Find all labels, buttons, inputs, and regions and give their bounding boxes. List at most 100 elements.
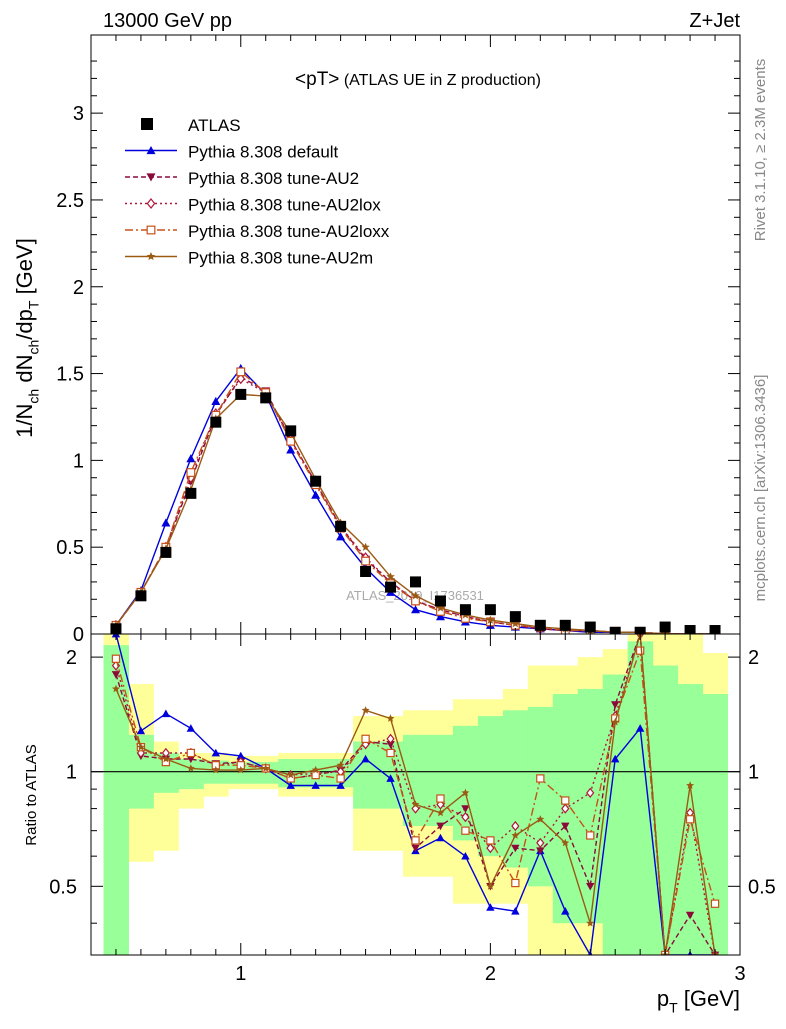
data-point — [610, 754, 620, 763]
y-tick-label: 0.5 — [56, 537, 84, 559]
atlas-data-point — [185, 487, 197, 499]
y-axis-label-sub: T — [26, 300, 42, 309]
y-axis-label-part: 1/ — [12, 419, 37, 438]
atlas-data-point — [410, 576, 421, 588]
atlas-data-point — [659, 621, 671, 633]
data-point — [685, 911, 695, 920]
legend-label: Pythia 8.308 tune-AU2lox — [188, 196, 381, 215]
atlas-data-point — [584, 621, 596, 633]
atlas-data-point — [559, 619, 571, 631]
data-point — [686, 781, 695, 789]
data-point — [411, 800, 420, 808]
data-point — [146, 198, 156, 209]
data-point — [611, 717, 620, 726]
atlas-data-point — [135, 590, 147, 602]
data-point — [136, 747, 146, 759]
data-point — [511, 907, 520, 915]
uncertainty-band-green-bin — [652, 665, 679, 955]
data-point — [436, 822, 445, 831]
legend-label: ATLAS — [188, 116, 241, 135]
atlas-data-point — [210, 416, 222, 428]
legend: ATLAS Pythia 8.308 default Pythia 8.308 tu… — [125, 116, 390, 268]
x-tick-label: 3 — [734, 963, 745, 985]
y-tick-label: 0.5 — [748, 876, 776, 898]
data-point — [486, 842, 495, 854]
data-point — [411, 844, 420, 853]
x-axis-label: pT​ [GeV] — [657, 986, 740, 1016]
y-axis-label-part: dN — [12, 355, 37, 383]
data-point — [436, 808, 445, 817]
header-left: 13000 GeV pp — [103, 10, 232, 32]
data-point — [511, 844, 520, 853]
y-axis-label-part: [GeV] — [12, 238, 37, 300]
data-point — [511, 831, 520, 839]
data-point — [361, 734, 370, 743]
uncertainty-band-green-bin — [702, 693, 729, 955]
x-axis-label-part: [GeV] — [678, 986, 740, 1011]
uncertainty-band-green-bin — [103, 645, 129, 955]
data-point — [311, 770, 320, 780]
data-point — [336, 774, 345, 783]
atlas-data-point — [534, 619, 546, 631]
data-point — [146, 225, 156, 235]
y-tick-label: 3 — [73, 103, 84, 125]
atlas-data-point — [385, 581, 397, 593]
data-point — [361, 754, 370, 763]
data-point — [436, 603, 445, 612]
data-point — [411, 836, 420, 845]
data-point — [536, 815, 545, 823]
data-point — [386, 740, 395, 749]
atlas-data-point — [260, 392, 272, 404]
legend-label: Pythia 8.308 tune-AU2loxx — [188, 222, 390, 241]
data-point — [136, 726, 146, 735]
atlas-data-point — [335, 520, 347, 532]
data-point — [161, 754, 170, 763]
data-point — [146, 252, 156, 261]
x-axis-label-part: p — [657, 986, 669, 1011]
data-point — [610, 701, 620, 709]
data-point — [461, 805, 470, 813]
atlas-data-point — [310, 475, 322, 487]
x-axis-label-sub: T — [669, 1000, 678, 1016]
data-point — [336, 761, 345, 769]
legend-marker — [141, 118, 153, 130]
data-point — [561, 796, 570, 805]
y-tick-label: 1 — [73, 450, 84, 472]
data-point — [461, 788, 470, 797]
data-point — [112, 684, 120, 693]
y-tick-label: 2.5 — [56, 190, 84, 212]
uncertainty-band-green-bin — [627, 641, 654, 955]
data-point — [386, 748, 395, 758]
header-right: Z+Jet — [689, 10, 740, 32]
data-point — [286, 445, 296, 454]
y-tick-label: 0 — [73, 624, 84, 646]
data-point — [211, 748, 221, 757]
atlas-data-point — [434, 595, 446, 607]
data-point — [361, 542, 370, 551]
data-point — [361, 706, 370, 714]
data-point — [486, 903, 495, 911]
data-point — [186, 764, 195, 772]
data-point — [361, 556, 371, 566]
series-pythia-8-308-tune-au2m — [112, 634, 719, 955]
ratio-y-axis-label: Ratio to ATLAS — [23, 744, 40, 845]
atlas-data-point — [484, 604, 496, 616]
main-plot-area: ATLAS_2019_I1736531 — [110, 363, 721, 634]
data-point — [536, 847, 545, 855]
data-point — [386, 714, 395, 722]
y-axis-label-part: N — [12, 404, 37, 420]
data-point — [386, 774, 395, 782]
data-point — [211, 396, 221, 405]
y-tick-label: 2 — [748, 647, 759, 669]
atlas-data-point — [360, 565, 372, 577]
rivet-label: Rivet 3.1.10, ≥ 2.3M events — [752, 59, 769, 242]
data-point — [486, 882, 495, 890]
atlas-data-point — [509, 611, 521, 623]
legend-label: Pythia 8.308 tune-AU2 — [188, 169, 359, 188]
mcplots-label: mcplots.cern.ch [arXiv:1306.3436] — [752, 375, 769, 602]
y-tick-label: 0.5 — [49, 876, 77, 898]
data-point — [336, 532, 346, 541]
data-point — [111, 671, 121, 679]
data-point — [236, 765, 245, 774]
